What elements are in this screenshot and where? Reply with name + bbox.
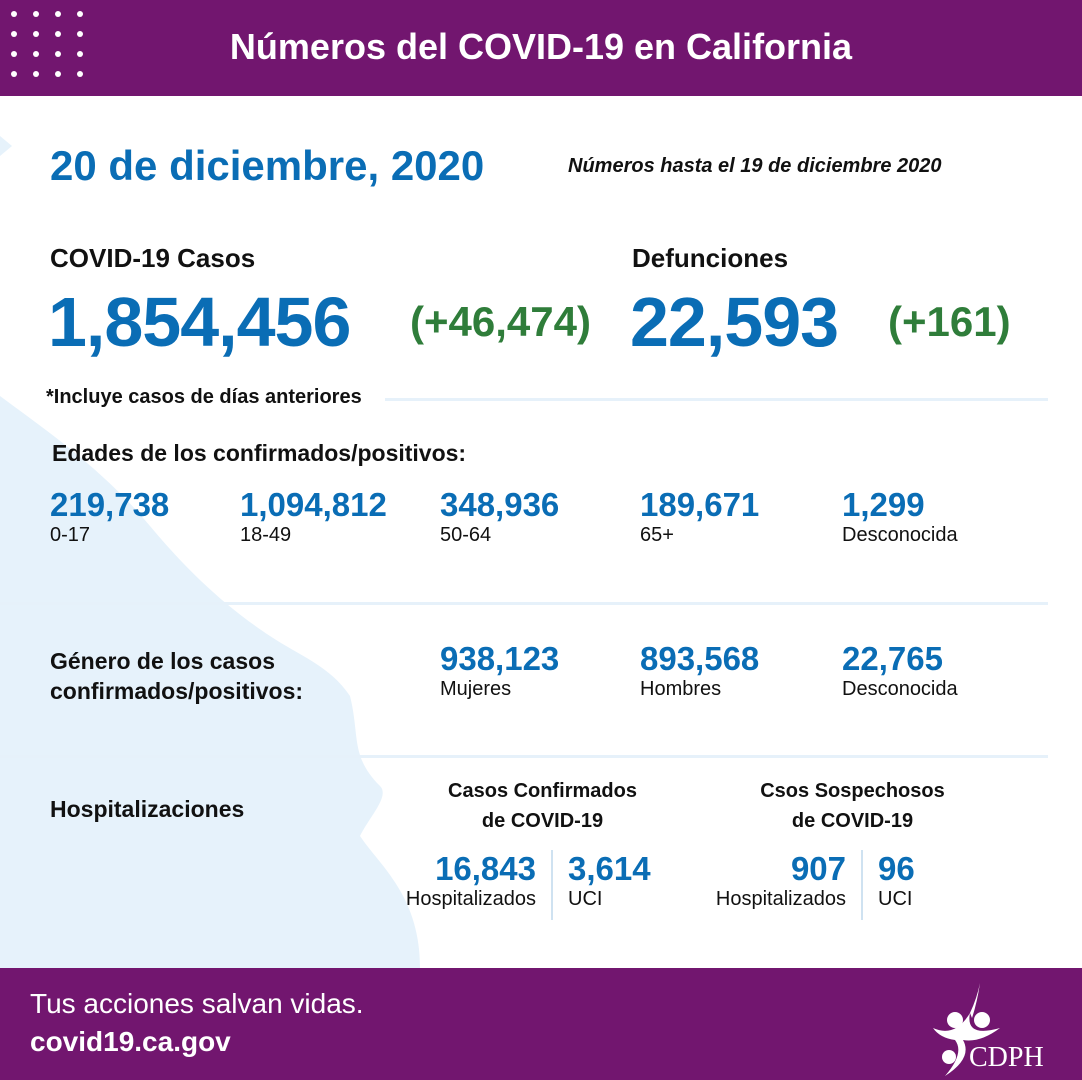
age-value: 219,738: [50, 486, 170, 523]
website-link[interactable]: covid19.ca.gov: [30, 1026, 231, 1057]
confirmed-title: Casos Confirmados de COVID-19: [420, 776, 665, 836]
gender-label: Hombres: [640, 678, 722, 700]
suspected-title-line: de COVID-19: [791, 810, 914, 832]
age-value: 189,671: [640, 486, 760, 523]
report-date: 20 de diciembre, 2020: [50, 142, 485, 189]
divider: [551, 850, 553, 920]
data-as-of: Números hasta el 19 de diciembre 2020: [568, 155, 942, 177]
footer-banner: Tus acciones salvan vidas. covid19.ca.go…: [0, 968, 1082, 1080]
gender-title: Género de los casos confirmados/positivo…: [50, 646, 303, 706]
hospitalized-label: Hospitalizados: [405, 888, 536, 910]
gender-title-line: confirmados/positivos:: [50, 678, 304, 704]
age-label: Desconocida: [842, 524, 958, 546]
icu-label: UCI: [878, 888, 913, 910]
divider: [0, 755, 1048, 758]
confirmed-icu: 3,614: [568, 850, 651, 887]
gender-value: 938,123: [440, 640, 560, 677]
header-banner: Números del COVID-19 en California: [0, 0, 1082, 96]
cases-delta: (+46,474): [410, 298, 591, 345]
age-value: 1,299: [842, 486, 925, 523]
age-label: 0-17: [50, 524, 91, 546]
age-label: 65+: [640, 524, 674, 546]
deaths-delta: (+161): [888, 298, 1011, 345]
suspected-icu: 96: [878, 850, 915, 887]
ages-title: Edades de los confirmados/positivos:: [52, 440, 467, 466]
tagline: Tus acciones salvan vidas.: [30, 988, 364, 1019]
age-value: 1,094,812: [240, 486, 387, 523]
divider: [385, 398, 1048, 401]
age-label: 18-49: [240, 524, 292, 546]
hosp-title: Hospitalizaciones: [50, 796, 245, 822]
california-map-background: [0, 136, 420, 968]
gender-title-line: Género de los casos: [50, 648, 275, 674]
divider: [861, 850, 863, 920]
cdph-logo-icon: CDPH: [933, 983, 1044, 1076]
confirmed-title-line: de COVID-19: [481, 810, 604, 832]
confirmed-title-line: Casos Confirmados: [448, 780, 637, 802]
divider: [0, 602, 1048, 605]
deaths-label: Defunciones: [632, 243, 789, 273]
cases-total: 1,854,456: [48, 283, 351, 361]
suspected-title: Csos Sospechosos de COVID-19: [730, 776, 975, 836]
gender-value: 893,568: [640, 640, 760, 677]
icu-label: UCI: [568, 888, 603, 910]
page-title: Números del COVID-19 en California: [229, 26, 853, 67]
dots-decoration-icon: [11, 11, 83, 77]
cases-note: *Incluye casos de días anteriores: [46, 386, 362, 408]
gender-value: 22,765: [842, 640, 943, 677]
deaths-total: 22,593: [630, 283, 839, 361]
hospitalized-label: Hospitalizados: [715, 888, 846, 910]
suspected-hospitalized: 907: [790, 850, 846, 887]
gender-label: Mujeres: [440, 678, 512, 700]
confirmed-hospitalized: 16,843: [435, 850, 536, 887]
suspected-title-line: Csos Sospechosos: [760, 780, 945, 802]
age-value: 348,936: [440, 486, 560, 523]
cdph-logo-text: CDPH: [969, 1042, 1044, 1073]
cases-label: COVID-19 Casos: [50, 243, 256, 273]
gender-label: Desconocida: [842, 678, 958, 700]
age-label: 50-64: [440, 524, 492, 546]
